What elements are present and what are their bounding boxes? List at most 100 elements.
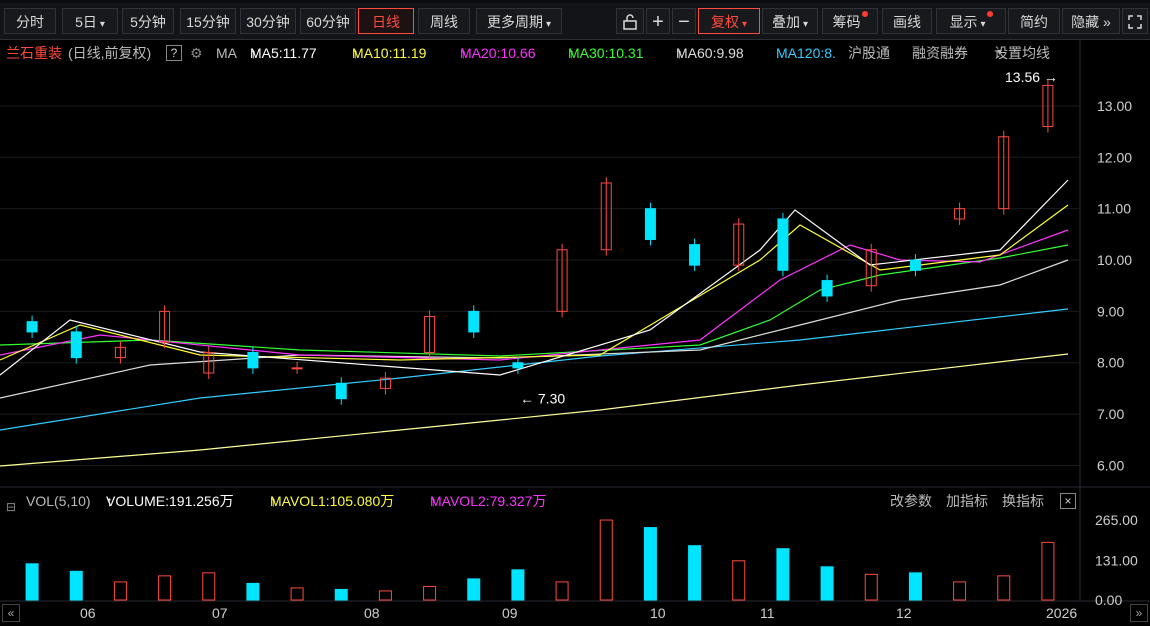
x-label-12: 12 xyxy=(896,605,912,621)
add-indicator-button[interactable]: 加指标 xyxy=(946,493,988,509)
volume-bar xyxy=(511,569,525,601)
scroll-left-button[interactable]: « xyxy=(2,604,20,622)
candle-body xyxy=(512,362,524,369)
x-label-08: 08 xyxy=(364,605,380,621)
chips-label: 筹码 xyxy=(832,14,861,30)
candle-body xyxy=(600,182,612,251)
draw-button[interactable]: 画线 xyxy=(882,8,932,34)
settings-gear-icon[interactable]: ⚙ xyxy=(190,45,203,61)
up-arrow-icon: ↑ xyxy=(460,45,467,61)
fuquan-button[interactable]: 复权 ▾ xyxy=(698,8,760,34)
y-tick-label: 9.00 xyxy=(1097,303,1124,319)
ma20-text: MA20:10.66 xyxy=(460,45,536,61)
y-tick-label: 11.00 xyxy=(1097,201,1131,217)
toolbar: 分时 5日 ▾ 5分钟 15分钟 30分钟 60分钟 日线 周线 更多周期 ▾ + … xyxy=(0,0,1150,40)
chevron-down-icon: ▾ xyxy=(980,19,986,30)
ma60-line xyxy=(0,259,1069,399)
overlay-button[interactable]: 叠加 ▾ xyxy=(762,8,818,34)
edit-params-button[interactable]: 改参数 xyxy=(890,493,932,509)
y-tick-label: 12.00 xyxy=(1097,149,1132,165)
chart-grid xyxy=(0,40,1150,602)
hide-button[interactable]: 隐藏 » xyxy=(1062,8,1120,34)
chevron-down-icon: ▾ xyxy=(99,19,105,30)
volume-bar xyxy=(378,590,392,601)
candle-body xyxy=(865,249,877,287)
tab-5day-label: 5日 xyxy=(75,14,97,30)
ma60-text: MA60:9.98 xyxy=(676,45,744,61)
notification-dot xyxy=(986,11,993,17)
volume-bar xyxy=(25,563,39,601)
y-tick-label: 7.00 xyxy=(1097,406,1124,422)
tab-5min[interactable]: 5分钟 xyxy=(122,8,174,34)
candle-body xyxy=(1042,84,1054,127)
minimize-icon[interactable]: ⊟ xyxy=(6,500,17,514)
volume-bar xyxy=(908,572,922,601)
margin-link[interactable]: 融资融券 xyxy=(912,45,968,61)
close-icon[interactable]: × xyxy=(1060,493,1076,509)
tab-30min[interactable]: 30分钟 xyxy=(240,8,296,34)
more-periods-label: 更多周期 xyxy=(486,14,543,30)
ma120-line xyxy=(0,308,1069,431)
y-tick-label: 6.00 xyxy=(1097,457,1124,473)
tab-fenshi[interactable]: 分时 xyxy=(4,8,56,34)
candles xyxy=(26,79,1054,405)
volume-bar xyxy=(864,573,878,601)
mavol2-text: MAVOL2:79.327万 xyxy=(430,493,547,509)
switch-indicator-button[interactable]: 换指标 xyxy=(1002,493,1044,509)
overlay-label: 叠加 xyxy=(771,14,800,30)
x-label-10: 10 xyxy=(650,605,666,621)
display-label: 显示 xyxy=(949,14,978,30)
display-button[interactable]: 显示 ▾ xyxy=(936,8,1006,34)
candle-body xyxy=(556,249,568,312)
volume-bar xyxy=(643,527,657,601)
zoom-in-button[interactable]: + xyxy=(646,8,670,34)
candle-body xyxy=(644,208,656,240)
volume-bar xyxy=(599,519,613,601)
candle-body xyxy=(909,259,921,271)
tab-5day[interactable]: 5日 ▾ xyxy=(62,8,118,34)
tab-daily[interactable]: 日线 xyxy=(358,8,414,34)
tab-more-periods[interactable]: 更多周期 ▾ xyxy=(476,8,562,34)
chevron-down-icon: ▾ xyxy=(997,47,1003,58)
ma5-text: MA5:11.77 xyxy=(250,45,317,61)
zoom-out-button[interactable]: − xyxy=(672,8,696,34)
volume-bar xyxy=(246,582,260,601)
up-arrow-icon: ↑ xyxy=(250,45,257,61)
tab-15min[interactable]: 15分钟 xyxy=(180,8,236,34)
ma30-line xyxy=(0,244,1069,357)
candle-body xyxy=(159,310,171,343)
help-icon[interactable]: ? xyxy=(166,45,182,61)
hide-label: 隐藏 xyxy=(1071,14,1100,30)
candle-body xyxy=(954,208,966,220)
stock-name: 兰石重装 xyxy=(6,45,62,61)
up-arrow-icon: ↑ xyxy=(106,493,113,509)
volume-bar xyxy=(732,560,746,601)
scroll-right-button[interactable]: » xyxy=(1130,604,1148,622)
high-price-label: 13.56 → xyxy=(1005,69,1058,85)
tab-60min[interactable]: 60分钟 xyxy=(300,8,356,34)
candle-body xyxy=(998,136,1010,210)
volume-bar xyxy=(202,572,216,601)
volume-bar xyxy=(69,570,83,601)
volume-bar xyxy=(688,545,702,601)
y-tick-label: 13.00 xyxy=(1097,98,1132,114)
hgt-link[interactable]: 沪股通 xyxy=(848,45,890,61)
up-arrow-icon: ↑ xyxy=(568,45,575,61)
y-axis: 13.00 12.00 11.00 10.00 9.00 8.00 7.00 6.00 265.… xyxy=(1095,98,1138,608)
chevron-down-icon: ▾ xyxy=(741,19,748,30)
tab-weekly[interactable]: 周线 xyxy=(418,8,470,34)
ma120-value: MA120:8. xyxy=(776,45,836,61)
simple-button[interactable]: 简约 xyxy=(1008,8,1060,34)
ma-label: MA xyxy=(216,45,237,61)
set-ma-label: 设置均线 xyxy=(994,45,1050,61)
vol-tick-label: 0.00 xyxy=(1095,592,1122,608)
fullscreen-icon[interactable] xyxy=(1122,8,1148,34)
ma20-line xyxy=(0,229,1069,361)
volume-bars xyxy=(25,519,1055,601)
fuquan-label: 复权 xyxy=(710,14,739,30)
unlock-icon[interactable] xyxy=(616,8,644,34)
vol-value-text: VOLUME:191.256万 xyxy=(106,493,234,509)
chips-button[interactable]: 筹码 xyxy=(822,8,878,34)
ma-info-bar: 兰石重装 (日线,前复权) ? ⚙ MA MA5:11.77 ↑ MA10:11… xyxy=(0,40,1150,66)
